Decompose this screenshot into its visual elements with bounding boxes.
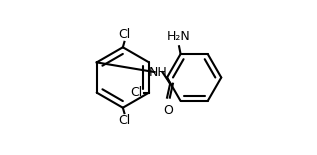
Text: Cl: Cl — [131, 86, 143, 99]
Text: O: O — [163, 104, 173, 117]
Text: NH: NH — [149, 66, 168, 79]
Text: Cl: Cl — [118, 114, 131, 127]
Text: Cl: Cl — [118, 28, 131, 41]
Text: H₂N: H₂N — [167, 30, 191, 43]
